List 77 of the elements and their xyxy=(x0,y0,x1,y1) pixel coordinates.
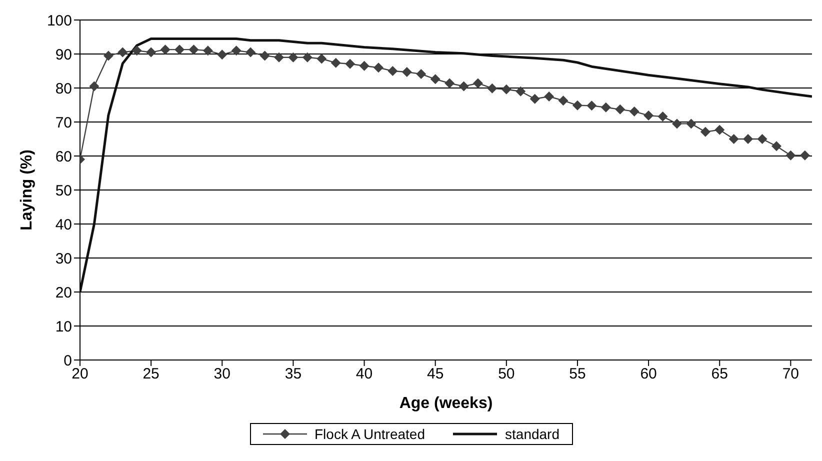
point xyxy=(345,58,356,69)
point xyxy=(388,66,398,76)
x-tick-label: 65 xyxy=(711,366,728,383)
point xyxy=(757,134,768,144)
point xyxy=(330,58,341,68)
point xyxy=(700,126,710,137)
point xyxy=(629,106,640,116)
point xyxy=(786,150,796,160)
y-tick-label: 100 xyxy=(46,12,72,30)
y-tick-label: 30 xyxy=(55,250,72,268)
point xyxy=(288,52,298,62)
point xyxy=(530,94,540,104)
y-tick-label: 40 xyxy=(55,216,72,234)
point xyxy=(89,81,100,92)
point xyxy=(188,44,199,55)
point xyxy=(544,92,554,102)
point xyxy=(501,84,512,94)
x-axis-title: Age (weeks) xyxy=(399,395,493,412)
point xyxy=(260,50,270,61)
point xyxy=(103,50,114,61)
point xyxy=(146,47,156,58)
x-tick-label: 55 xyxy=(569,366,586,383)
y-tick-label: 90 xyxy=(55,46,72,64)
point xyxy=(644,110,654,121)
point xyxy=(487,83,498,94)
point xyxy=(714,124,725,135)
x-tick-label: 50 xyxy=(498,366,515,383)
point xyxy=(302,52,312,62)
y-tick-label: 60 xyxy=(55,148,72,166)
point xyxy=(558,96,568,106)
x-tick-label: 30 xyxy=(214,366,230,383)
legend-label: Flock A Untreated xyxy=(314,426,426,442)
x-tick-label: 45 xyxy=(426,366,444,383)
point xyxy=(160,44,170,55)
point xyxy=(416,69,426,80)
point xyxy=(771,141,782,152)
point xyxy=(118,47,128,58)
point xyxy=(274,52,284,62)
point xyxy=(600,102,611,112)
x-tick-label: 40 xyxy=(356,366,373,383)
point xyxy=(572,100,582,110)
x-tick-label: 20 xyxy=(72,366,88,383)
point xyxy=(246,47,256,58)
point xyxy=(458,81,469,92)
y-tick-label: 80 xyxy=(55,80,72,98)
y-axis-title: Laying (%) xyxy=(18,150,36,230)
point xyxy=(217,50,228,60)
point xyxy=(430,74,440,84)
point xyxy=(743,134,754,144)
x-tick-label: 60 xyxy=(640,366,657,383)
legend-label: standard xyxy=(505,426,560,442)
point xyxy=(132,46,142,56)
point xyxy=(316,54,327,64)
point xyxy=(672,118,682,129)
x-tick-label: 35 xyxy=(284,366,302,383)
point xyxy=(658,112,668,122)
y-tick-label: 70 xyxy=(55,114,72,132)
x-tick-label: 25 xyxy=(142,366,160,383)
point xyxy=(586,100,597,111)
y-tick-label: 50 xyxy=(55,182,72,200)
point xyxy=(402,67,412,78)
point xyxy=(686,118,696,129)
point xyxy=(444,78,455,88)
y-tick-label: 20 xyxy=(55,284,72,302)
point xyxy=(615,104,626,114)
point xyxy=(174,44,184,55)
x-tick-label: 70 xyxy=(782,366,800,383)
y-tick-label: 10 xyxy=(55,318,72,336)
point xyxy=(472,78,483,88)
point xyxy=(373,62,384,73)
point xyxy=(359,60,370,71)
point xyxy=(728,134,739,144)
point xyxy=(516,86,526,96)
point xyxy=(202,46,213,56)
point xyxy=(231,46,242,56)
point xyxy=(800,150,810,160)
y-tick-label: 0 xyxy=(64,352,72,370)
